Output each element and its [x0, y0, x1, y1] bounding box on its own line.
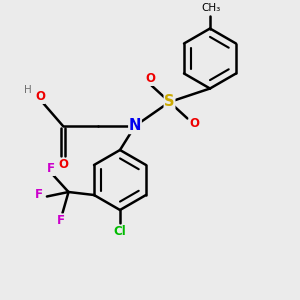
Text: N: N — [129, 118, 141, 134]
Text: F: F — [57, 214, 65, 227]
Text: O: O — [35, 90, 45, 104]
Text: CH₃: CH₃ — [202, 3, 221, 14]
Text: H: H — [24, 85, 32, 95]
Text: O: O — [189, 116, 199, 130]
Text: S: S — [164, 94, 175, 110]
Text: O: O — [145, 72, 155, 86]
Text: Cl: Cl — [114, 225, 126, 239]
Text: F: F — [47, 162, 55, 176]
Text: F: F — [34, 188, 43, 202]
Text: O: O — [58, 158, 68, 172]
